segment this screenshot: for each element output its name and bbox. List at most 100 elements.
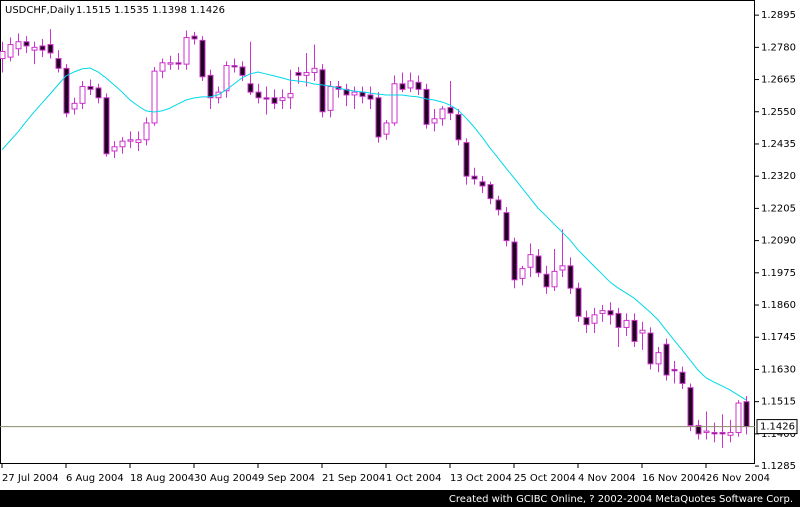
x-tick-label: 13 Oct 2004 [450,473,512,484]
x-tick-label: 27 Jul 2004 [2,473,59,484]
candle-body [415,81,422,90]
candle-body [375,97,382,138]
candle-body [231,65,238,68]
candle-body [263,97,270,100]
candle-body [663,343,670,376]
candle-body [623,319,630,328]
candle-body [439,108,446,120]
candle-body [583,317,590,326]
candle-body [671,368,678,372]
candle-body [455,114,462,141]
candle-body [495,199,502,211]
candle-body [575,287,582,317]
candle-body [527,254,534,268]
symbol: USDCHF,Daily [5,5,75,16]
candle-body [239,66,246,76]
x-tick-label: 6 Aug 2004 [66,473,124,484]
candle-body [79,86,86,104]
candle-body [23,41,30,47]
candle-body [255,91,262,99]
candle-body [71,102,78,110]
y-tick-label: 1.2090 [761,236,796,247]
x-tick-label: 25 Oct 2004 [514,473,576,484]
candle-body [391,83,398,124]
candle-body [327,86,334,111]
candle-body [487,184,494,200]
candle-body [135,139,142,144]
y-tick-label: 1.2780 [761,42,796,53]
candle-body [7,44,14,58]
y-tick-label: 1.1400 [761,429,796,440]
candle-body [383,122,390,135]
candle-body [159,62,166,72]
x-tick-label: 1 Oct 2004 [386,473,441,484]
candle-body [279,97,286,102]
candle-body [359,91,366,97]
candle-body [303,72,310,76]
y-tick-label: 1.1975 [761,268,796,279]
price-label: 1.1426 [760,422,795,433]
candle-body [647,332,654,365]
candle-body [559,265,566,271]
header-value: 1.1515 [76,5,111,16]
candle-body [111,146,118,152]
candle-body [311,67,318,74]
y-tick-label: 1.1630 [761,364,796,375]
candle-body [695,424,702,435]
header-value: 1.1426 [190,5,225,16]
candle-body [535,255,542,274]
y-tick-label: 1.1860 [761,300,796,311]
candle-body [719,431,726,435]
candle-body [519,268,526,279]
candle-body [607,310,614,316]
candle-body [207,74,214,99]
header-value: 1.1535 [114,5,149,16]
candle-body [591,314,598,324]
candle-body [247,83,254,93]
candle-body [295,72,302,76]
footer: Created with GCIBC Online, ? 2002-2004 M… [449,494,793,505]
x-tick-label: 9 Sep 2004 [258,473,315,484]
candle-body [223,65,230,92]
y-tick-label: 1.2550 [761,107,796,118]
footer-bar [0,490,800,507]
header-value: 1.1398 [152,5,187,16]
candle-body [151,70,158,124]
y-tick-label: 1.2665 [761,75,796,86]
y-tick-label: 1.2205 [761,203,796,214]
candle-body [511,241,518,281]
candle-body [271,97,278,104]
candle-body [15,41,22,50]
candle-body [479,181,486,187]
candle-body [55,58,62,69]
candle-body [87,86,94,90]
plot-frame [0,0,755,464]
candle-body [703,430,710,433]
moving-average [1,67,747,401]
candle-body [447,107,454,114]
candle-body [319,69,326,113]
candle-body [687,387,694,426]
candle-body [431,118,438,124]
candle-body [287,93,294,99]
candle-body [183,37,190,65]
x-tick-label: 16 Nov 2004 [642,473,706,484]
y-tick-label: 1.1515 [761,397,796,408]
candle-body [199,39,206,78]
candle-body [631,319,638,342]
candle-body [711,431,718,435]
candle-body [63,67,70,114]
candle-body [47,44,54,54]
x-tick-label: 4 Nov 2004 [578,473,636,484]
candle-body [615,312,622,328]
candle-body [551,270,558,288]
candle-body [343,88,350,96]
candle-body [567,265,574,289]
candle-body [679,371,686,384]
candle-body [31,46,38,51]
x-tick-label: 21 Sep 2004 [322,473,385,484]
candle-body [143,122,150,141]
candle-body [127,139,134,142]
y-tick-label: 1.2435 [761,139,796,150]
